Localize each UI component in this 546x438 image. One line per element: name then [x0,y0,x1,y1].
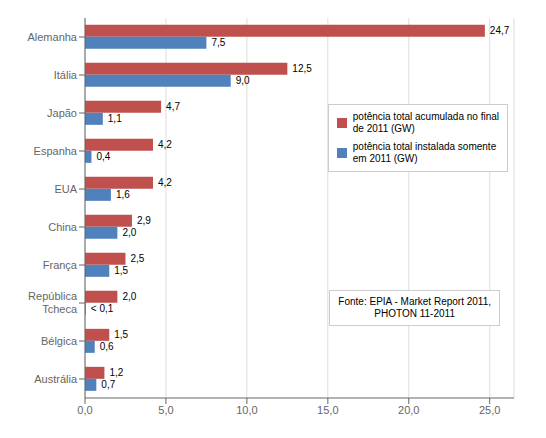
svg-text:Bélgica: Bélgica [41,335,78,347]
svg-text:0,0: 0,0 [77,404,92,416]
svg-text:4,2: 4,2 [158,139,172,150]
svg-text:Alemanha: Alemanha [27,31,77,43]
svg-text:< 0,1: < 0,1 [91,303,114,314]
svg-text:1,6: 1,6 [116,189,130,200]
svg-text:2,5: 2,5 [130,253,144,264]
svg-text:9,0: 9,0 [236,75,250,86]
svg-text:5,0: 5,0 [158,404,173,416]
svg-text:4,7: 4,7 [166,101,180,112]
html-text:Fonte: EPIA - Market Report 20: Fonte: EPIA - Market Report 2011, PHOTON… [338,296,491,319]
svg-text:0,4: 0,4 [96,151,110,162]
svg-text:1,2: 1,2 [109,367,123,378]
svg-text:1,5: 1,5 [114,329,128,340]
svg-text:0,7: 0,7 [101,379,115,390]
svg-text:0,6: 0,6 [100,341,114,352]
svg-text:China: China [48,221,78,233]
svg-text:4,2: 4,2 [158,177,172,188]
svg-text:20,0: 20,0 [398,404,419,416]
svg-text:França: França [43,259,78,271]
svg-text:Itália: Itália [54,69,78,81]
svg-text:12,5: 12,5 [292,63,312,74]
svg-text:25,0: 25,0 [479,404,500,416]
svg-text:15,0: 15,0 [317,404,338,416]
svg-text:1,1: 1,1 [108,113,122,124]
svg-text:EUA: EUA [54,183,77,195]
svg-text:2,0: 2,0 [122,227,136,238]
html-text:potência total acumulada no fi: potência total acumulada no final de 201… [352,111,499,134]
svg-text:RepúblicaTcheca: RepúblicaTcheca [28,290,78,315]
svg-text:Austrália: Austrália [34,373,78,385]
html-text:potência total instalada somen: potência total instalada somente em 2011… [352,141,497,164]
svg-text:2,9: 2,9 [137,215,151,226]
svg-text:Espanha: Espanha [34,145,78,157]
svg-text:24,7: 24,7 [490,25,510,36]
svg-text:1,5: 1,5 [114,265,128,276]
svg-text:10,0: 10,0 [236,404,257,416]
svg-text:7,5: 7,5 [211,37,225,48]
svg-text:Japão: Japão [47,107,77,119]
svg-text:2,0: 2,0 [122,291,136,302]
